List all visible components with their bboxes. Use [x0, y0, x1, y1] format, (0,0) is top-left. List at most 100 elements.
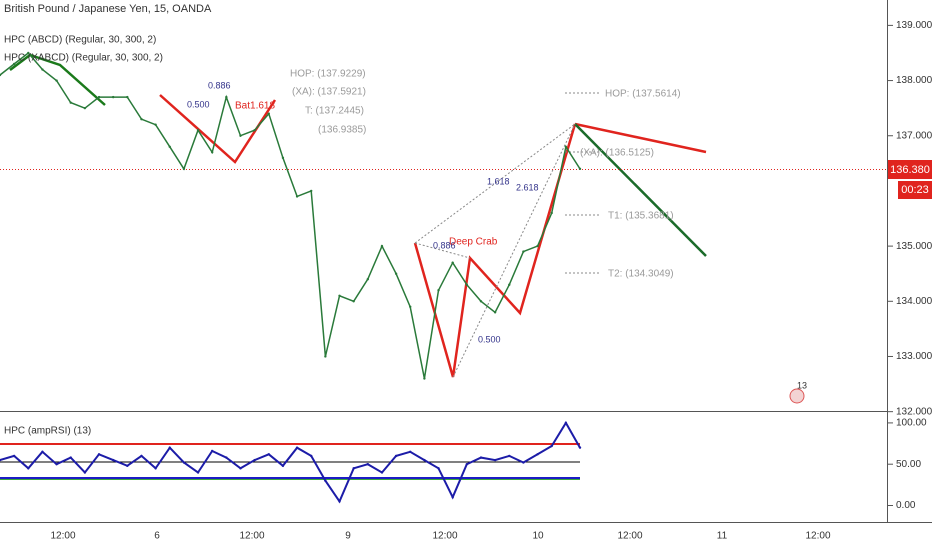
y-tick-label: 100.00	[896, 418, 927, 429]
data-point	[437, 467, 440, 470]
data-point	[380, 471, 384, 474]
last-price: 136.380	[890, 164, 930, 176]
data-point	[338, 294, 341, 297]
event-badge[interactable]	[789, 388, 805, 404]
data-point	[465, 462, 469, 466]
data-point	[111, 95, 115, 99]
fib-lines	[414, 92, 600, 378]
data-point	[0, 73, 2, 77]
data-point	[168, 446, 171, 449]
data-point	[196, 471, 200, 474]
data-point	[55, 462, 58, 466]
data-point	[550, 211, 553, 215]
time-label: 12:00	[617, 531, 642, 542]
data-point	[154, 467, 157, 470]
data-point	[409, 305, 412, 309]
y-tick-label: 138.000	[896, 75, 932, 86]
data-point	[225, 456, 228, 459]
data-point	[522, 461, 525, 464]
time-axis: 12:00 6 12:00 9 12:00 10 12:00 11 12:00	[50, 531, 830, 542]
ratio: 0.500	[187, 99, 210, 109]
data-point	[310, 454, 313, 458]
countdown-box	[898, 181, 932, 199]
projection-line	[574, 123, 707, 257]
series-line	[0, 420, 581, 504]
ratio: 1.618	[487, 176, 510, 186]
indicator-label: HPC (XABCD) (Regular, 30, 300, 2)	[4, 53, 163, 64]
data-point	[310, 189, 313, 193]
data-point	[451, 261, 454, 264]
pattern-leg	[159, 94, 277, 164]
y-tick-label: 134.000	[896, 296, 932, 307]
data-point	[253, 458, 256, 462]
data-point	[352, 467, 355, 470]
data-point	[83, 471, 87, 474]
data-point	[366, 462, 370, 466]
data-point	[69, 101, 72, 104]
time-label: 6	[154, 531, 160, 542]
annotation: (XA): (136.5125)	[580, 148, 654, 159]
price-pane: 132.000 133.000 134.000 135.000 137.000 138.0…	[0, 20, 932, 417]
data-point	[338, 500, 341, 503]
data-point	[154, 123, 157, 126]
data-point	[41, 450, 44, 454]
series-line	[0, 51, 581, 379]
data-point	[210, 449, 214, 453]
data-point	[12, 62, 16, 66]
data-point	[451, 496, 454, 499]
data-point	[366, 278, 370, 281]
data-point	[423, 377, 426, 380]
data-point	[12, 454, 16, 458]
time-label: 12:00	[50, 531, 75, 542]
annotation: T2: (134.3049)	[608, 269, 674, 280]
data-point	[295, 195, 299, 198]
data-point	[508, 454, 511, 458]
y-tick-label: 133.000	[896, 351, 932, 362]
badge-count: 13	[797, 380, 807, 390]
time-label: 9	[345, 531, 351, 542]
data-point	[111, 458, 115, 462]
time-label: 12:00	[432, 531, 457, 542]
data-point	[168, 145, 171, 148]
data-point	[126, 95, 129, 99]
data-point	[493, 311, 497, 314]
data-point	[380, 244, 384, 248]
projection-line	[574, 122, 707, 154]
annotation: (136.9385)	[318, 125, 366, 136]
data-point	[253, 129, 256, 132]
chart-title: British Pound / Japanese Yen, 15, OANDA	[4, 3, 212, 15]
data-point	[479, 300, 483, 303]
indicator-label: HPC (ABCD) (Regular, 30, 300, 2)	[4, 35, 156, 46]
y-tick-label: 137.000	[896, 130, 932, 141]
data-point	[69, 456, 72, 459]
ratio: 2.618	[516, 182, 539, 192]
data-point	[295, 446, 299, 449]
data-point	[508, 283, 511, 286]
data-point	[0, 458, 2, 462]
data-point	[394, 454, 398, 458]
data-point	[97, 453, 101, 456]
y-tick-label: 0.00	[896, 500, 916, 511]
y-tick-label: 132.000	[896, 406, 932, 417]
ratio: 0.886	[208, 80, 231, 90]
data-point	[352, 300, 355, 303]
rsi-pane: 0.00 50.00 100.00	[0, 418, 927, 511]
annotation: HOP: (137.9229)	[290, 69, 366, 80]
data-point	[281, 156, 285, 160]
y-tick-label: 135.000	[896, 241, 932, 252]
data-point	[324, 479, 327, 482]
data-point	[210, 151, 214, 154]
data-point	[536, 453, 539, 456]
data-point	[564, 145, 568, 148]
data-point	[267, 112, 270, 115]
data-point	[522, 250, 525, 253]
data-point	[578, 167, 582, 171]
pattern-leg	[9, 53, 106, 106]
annotation: T1: (135.3681)	[608, 211, 674, 222]
data-point	[239, 134, 242, 137]
data-point	[324, 355, 327, 358]
time-label: 10	[532, 531, 544, 542]
data-point	[27, 51, 30, 55]
data-point	[83, 106, 87, 110]
